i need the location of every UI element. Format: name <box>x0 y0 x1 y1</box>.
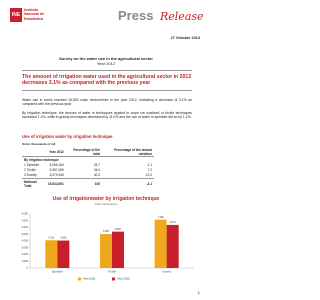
paragraph: Water use in farms reached 15,833 cubic … <box>22 98 192 107</box>
table: Year 2012 Percentage of the total Percen… <box>22 147 154 188</box>
table-cell: 5,387,086 <box>49 168 64 173</box>
table-cell: 3 Gravity <box>24 173 37 178</box>
table-cell: 100 <box>94 181 101 186</box>
table-cell: 2 Trickle <box>24 168 36 173</box>
bar <box>112 231 125 268</box>
page: INE Instituto Nacional de Estadística Pr… <box>0 8 212 295</box>
chart-subtitle: (cubic hectometres) <box>94 203 118 206</box>
logo-line: Nacional de <box>24 12 45 17</box>
section-title: Use of irrigation water by irrigation te… <box>22 134 113 139</box>
bar <box>154 219 167 268</box>
survey-title: Survey on the water use in the agricultu… <box>59 56 153 61</box>
legend-swatch <box>112 277 115 281</box>
table-body: 1 Sprinkler 4,066,160 25.7 -1.1 2 Trickle 5,3… <box>22 162 154 188</box>
table-cell: National Total <box>24 179 37 188</box>
data-label: 4,066 <box>60 237 67 240</box>
header-cell <box>22 147 46 157</box>
x-tick-label: Sprinkler <box>52 270 63 274</box>
release: Release <box>160 10 204 23</box>
x-tick-label: Gravity <box>162 270 171 274</box>
table-row: 1 Sprinkler 4,066,160 25.7 -1.1 <box>22 162 154 167</box>
logo-mark: INE <box>10 8 22 22</box>
chart-title: Use of irrigationwater by irrigation tec… <box>52 196 160 202</box>
table-header: Year 2012 Percentage of the total Percen… <box>22 147 154 157</box>
data-label: 7,166 <box>158 216 165 219</box>
bar <box>45 240 58 268</box>
date: 27 October 2014 <box>170 36 200 40</box>
legend-label: Year 2011 <box>83 277 96 281</box>
header-cell: Percentage of the total <box>73 147 101 156</box>
group-label: By irrigation technique <box>24 157 59 162</box>
data-label: 4,111 <box>48 236 54 239</box>
page-number: 1 <box>197 290 200 295</box>
logo-line: Estadística <box>24 16 43 21</box>
chart: 0 1,000 2,000 3,000 4,000 5,000 6,000 7,000 8,00… <box>22 212 194 281</box>
bar <box>99 234 112 268</box>
bar <box>166 224 179 268</box>
y-tick-label: 5,000 <box>22 232 29 236</box>
units: Units: thousands of m3 <box>22 142 56 146</box>
paragraph: By irrigation technique, the amount of w… <box>22 111 192 120</box>
y-tick-label: 0 <box>27 266 29 270</box>
table-cell: 7.2 <box>147 168 152 173</box>
headline: The amount of irrigation water used in t… <box>22 70 192 91</box>
bar <box>57 240 70 268</box>
logo-text: Instituto Nacional de Estadística <box>24 8 44 21</box>
table-cell: 6,379,445 <box>49 173 64 178</box>
y-tick-label: 4,000 <box>22 239 29 243</box>
x-tick-label: Trickle <box>108 270 117 274</box>
table-cell: 40.3 <box>93 173 101 178</box>
survey: Survey on the water use in the agricultu… <box>0 56 212 66</box>
y-tick-label: 7,000 <box>22 218 29 222</box>
y-tick-label: 8,000 <box>22 212 29 216</box>
logo-line: Instituto <box>24 8 39 12</box>
y-tick-label: 6,000 <box>22 225 29 229</box>
header-cell: Percentage of the annual variation <box>114 147 152 156</box>
legend-label: Year 2012 <box>117 277 130 281</box>
legend-swatch <box>78 277 81 281</box>
data-label: 6,379 <box>170 221 177 224</box>
survey-year: Year 2012 <box>96 61 116 66</box>
header-cell: Year 2012 <box>49 149 64 154</box>
table-cell: 25.7 <box>93 162 101 167</box>
table-cell: 1 Sprinkler <box>24 162 40 167</box>
table-cell: -3.1 <box>146 181 153 186</box>
table-cell: -1.1 <box>146 162 153 167</box>
table-cell: 15,832,691 <box>47 181 64 186</box>
table-row: 3 Gravity 6,379,445 40.3 -11.0 <box>22 173 154 179</box>
table-cell: 4,066,160 <box>49 162 64 167</box>
press: Press <box>118 8 154 23</box>
table-row: National Total 15,832,691 100 -3.1 <box>22 178 154 188</box>
data-label: 5,025 <box>103 230 110 233</box>
table-cell: 34.0 <box>93 168 101 173</box>
table-cell: -11.0 <box>144 173 152 178</box>
table-row: 2 Trickle 5,387,086 34.0 7.2 <box>22 168 154 173</box>
y-tick-label: 1,000 <box>22 259 29 263</box>
y-tick-label: 3,000 <box>22 245 29 249</box>
data-label: 5,387 <box>115 228 122 231</box>
y-tick-label: 2,000 <box>22 252 29 256</box>
